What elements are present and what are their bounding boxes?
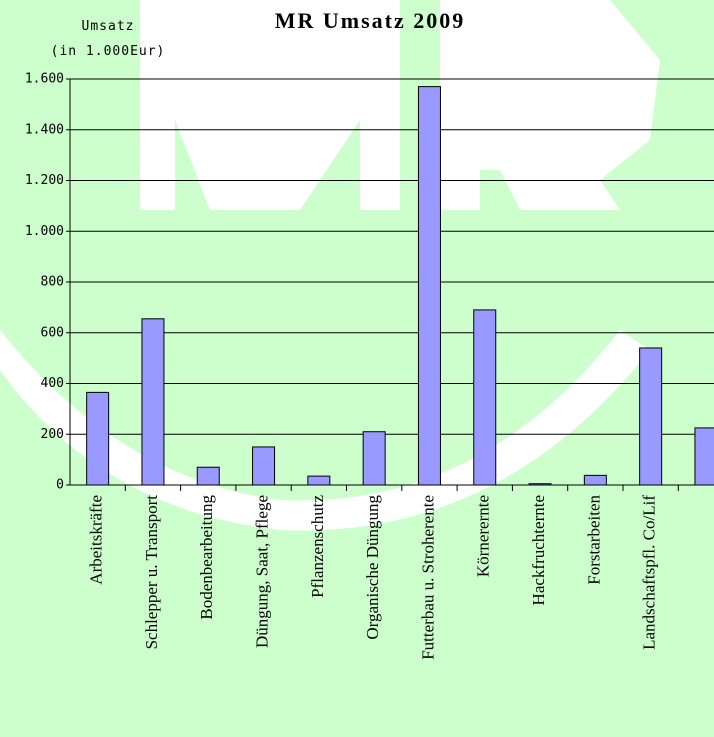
bar	[584, 475, 606, 485]
bar	[363, 432, 385, 485]
bar	[308, 476, 330, 485]
y-tick-label: 800	[41, 275, 64, 290]
y-tick-label: 1.200	[25, 173, 64, 188]
x-tick-label: Bodenbearbeitung	[197, 495, 216, 620]
x-tick-label: Landschaftspfl. Co/Lif	[640, 495, 659, 650]
x-tick-label: Düngung, Saat, Pflege	[252, 495, 271, 648]
bar	[197, 467, 219, 485]
x-tick-label: Arbeitskräfte	[87, 495, 106, 585]
bar	[253, 447, 275, 485]
bar	[87, 392, 109, 485]
chart-title: MR Umsatz 2009	[275, 8, 466, 33]
x-tick-label: Schlepper u. Transport	[142, 495, 161, 650]
x-tick-label: Pflanzenschutz	[308, 495, 327, 598]
y-tick-label: 400	[41, 376, 64, 391]
x-tick-label: Forstarbeiten	[584, 495, 603, 585]
x-tick-label: Organische Düngung	[363, 495, 382, 640]
x-tick-label: Futterbau u. Stroherente	[418, 495, 437, 660]
y-tick-label: 1.000	[25, 224, 64, 239]
x-tick-label: Hackfruchternte	[529, 495, 548, 605]
y-axis-label: Umsatz	[82, 19, 135, 34]
bar	[142, 319, 164, 485]
bar	[695, 428, 714, 485]
y-tick-label: 0	[56, 478, 64, 493]
y-axis-label: (in 1.000Eur)	[51, 44, 166, 59]
y-tick-label: 1.600	[25, 72, 64, 87]
bar	[474, 310, 496, 485]
y-tick-label: 1.400	[25, 122, 64, 137]
y-tick-label: 200	[41, 427, 64, 442]
y-tick-label: 600	[41, 325, 64, 340]
bar	[418, 87, 440, 485]
bar	[640, 348, 662, 485]
x-tick-label: Körnerernte	[474, 495, 493, 577]
chart: MR Umsatz 2009 Umsatz (in 1.000Eur) 0 200…	[0, 0, 714, 737]
